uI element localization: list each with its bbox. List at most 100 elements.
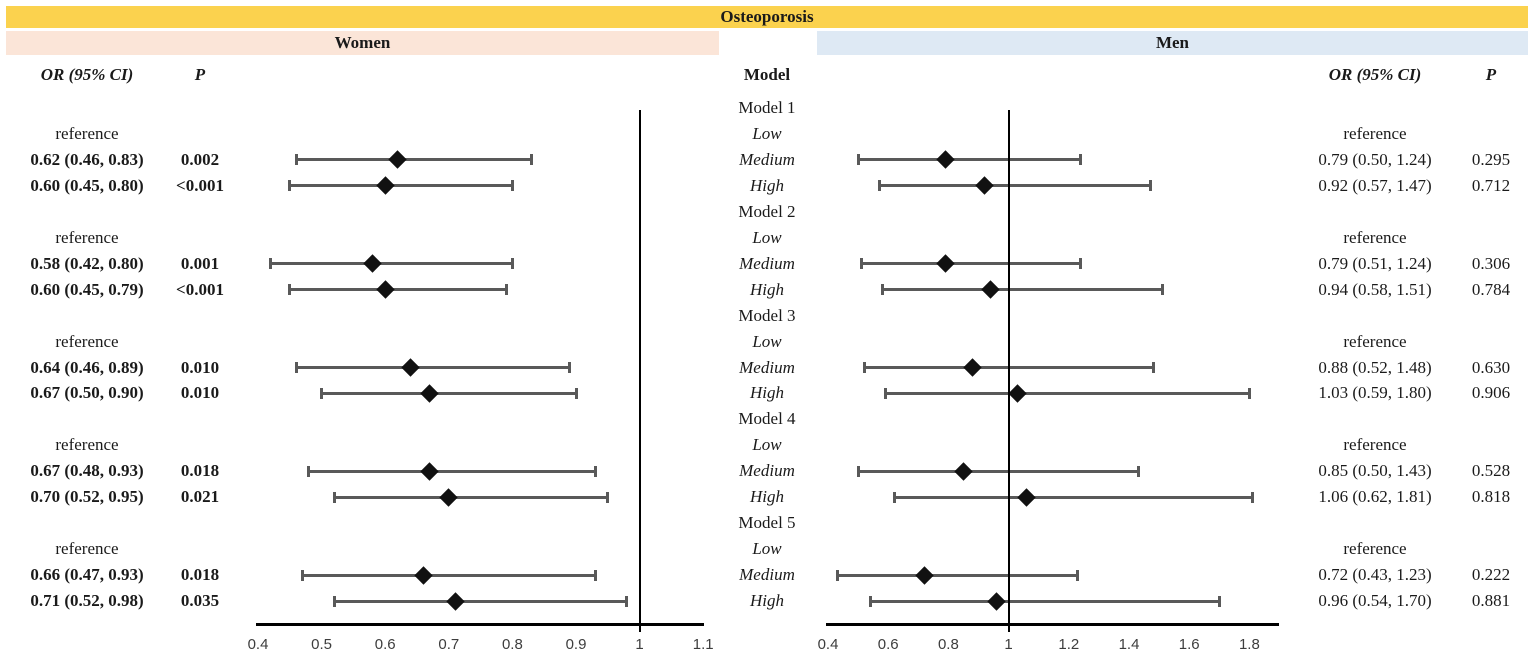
women-ci-upper-cap [625, 595, 629, 607]
women-or-value: 0.67 (0.50, 0.90) [30, 383, 144, 403]
men-axis-tick-label: 1.8 [1238, 636, 1260, 653]
women-p-value: 0.001 [180, 253, 220, 273]
men-or-value: 1.06 (0.62, 1.81) [1318, 487, 1432, 507]
women-or-value: 0.70 (0.52, 0.95) [30, 487, 144, 507]
men-ci-lower-cap [868, 595, 872, 607]
women-ci-upper-cap [529, 154, 533, 166]
exposure-level-label: Low [752, 539, 782, 559]
women-point-estimate-marker [375, 176, 395, 196]
men-point-estimate-marker [1017, 488, 1036, 507]
figure-title: Osteoporosis [720, 7, 814, 26]
men-p-value: 0.784 [1471, 279, 1511, 299]
women-p-value: <0.001 [176, 279, 224, 299]
men-point-estimate-marker [987, 591, 1006, 611]
men-or-value: 0.79 (0.51, 1.24) [1318, 253, 1432, 273]
men-ci-lower-cap [892, 491, 896, 503]
women-point-estimate-marker [363, 254, 382, 273]
men-point-estimate-marker [936, 150, 955, 170]
men-ci-whisker [885, 391, 1250, 395]
women-ci-upper-cap [504, 284, 508, 296]
women-ci-lower-cap [320, 387, 324, 399]
women-axis-tick-label: 0.8 [501, 636, 523, 653]
women-ci-whisker [334, 495, 608, 499]
women-or-value: reference [55, 123, 119, 143]
men-point-estimate-marker [1008, 384, 1027, 403]
model-row-label: Model 3 [738, 305, 796, 325]
women-p-column-header: P [194, 65, 206, 84]
men-or-value: 0.79 (0.50, 1.24) [1318, 149, 1432, 169]
women-p-value: 0.018 [180, 461, 220, 481]
exposure-level-label: High [750, 487, 784, 507]
exposure-level-label: Medium [739, 357, 795, 377]
women-p-value: 0.018 [180, 565, 220, 585]
women-ci-whisker [308, 469, 596, 473]
women-or-value: 0.60 (0.45, 0.79) [30, 279, 144, 299]
women-axis-tick-label: 0.4 [247, 636, 269, 653]
women-x-axis [256, 623, 704, 626]
men-or-value: 1.03 (0.59, 1.80) [1318, 383, 1432, 403]
exposure-level-label: High [750, 591, 784, 611]
men-p-value: 0.881 [1471, 591, 1511, 611]
men-ci-upper-cap [1076, 569, 1080, 581]
men-or-column-header: OR (95% CI) [1328, 65, 1422, 84]
exposure-level-label: Medium [739, 565, 795, 585]
women-point-estimate-marker [420, 384, 439, 403]
men-ci-whisker [894, 495, 1253, 499]
men-axis-tick-label: 1.2 [1058, 636, 1080, 653]
women-ci-upper-cap [593, 465, 597, 477]
men-group-label: Men [1155, 33, 1190, 52]
men-ci-lower-cap [835, 569, 839, 581]
model-row-label: Model 4 [738, 409, 796, 429]
women-ci-whisker [334, 599, 627, 603]
men-x-axis [826, 623, 1279, 626]
men-axis-tick-label: 1 [1004, 636, 1013, 653]
women-or-value: reference [55, 331, 119, 351]
men-point-estimate-marker [936, 254, 955, 273]
women-ci-whisker [289, 288, 507, 292]
exposure-level-label: Low [752, 435, 782, 455]
women-ci-upper-cap [574, 387, 578, 399]
men-ci-upper-cap [1079, 258, 1083, 270]
women-ci-whisker [302, 573, 596, 577]
women-ci-upper-cap [593, 569, 597, 581]
men-ci-whisker [882, 288, 1163, 292]
women-point-estimate-marker [445, 591, 465, 611]
men-ci-whisker [861, 262, 1081, 266]
women-reference-line [638, 110, 641, 632]
men-p-value: 0.818 [1471, 487, 1511, 507]
women-or-value: 0.60 (0.45, 0.80) [30, 175, 144, 195]
men-point-estimate-marker [954, 462, 973, 481]
women-axis-tick-label: 1.1 [692, 636, 714, 653]
exposure-level-label: Medium [739, 461, 795, 481]
women-point-estimate-marker [401, 358, 420, 377]
women-point-estimate-marker [420, 462, 439, 481]
women-ci-lower-cap [294, 362, 298, 373]
men-p-value: 0.712 [1471, 175, 1511, 195]
women-axis-tick-label: 0.5 [311, 636, 333, 653]
title-bar: Osteoporosis [6, 6, 1528, 28]
men-p-value: 0.222 [1471, 565, 1511, 585]
women-ci-lower-cap [332, 491, 336, 503]
men-point-estimate-marker [981, 280, 1000, 299]
women-ci-whisker [270, 262, 513, 266]
women-ci-lower-cap [301, 569, 305, 581]
women-or-value: reference [55, 435, 119, 455]
men-ci-whisker [837, 573, 1078, 577]
women-ci-whisker [289, 184, 513, 188]
men-ci-whisker [858, 158, 1081, 162]
men-point-estimate-marker [915, 565, 934, 585]
men-ci-lower-cap [862, 362, 866, 373]
women-ci-whisker [296, 158, 532, 162]
men-axis-tick-label: 0.4 [817, 636, 839, 653]
men-or-value: reference [1343, 539, 1407, 559]
women-p-value: <0.001 [176, 175, 224, 195]
model-column-header: Model [743, 65, 791, 84]
men-p-column-header: P [1485, 65, 1497, 84]
men-or-value: 0.94 (0.58, 1.51) [1318, 279, 1432, 299]
men-or-value: 0.96 (0.54, 1.70) [1318, 591, 1432, 611]
women-ci-upper-cap [510, 180, 514, 192]
women-ci-upper-cap [606, 491, 610, 503]
men-p-value: 0.295 [1471, 149, 1511, 169]
women-or-value: 0.67 (0.48, 0.93) [30, 461, 144, 481]
